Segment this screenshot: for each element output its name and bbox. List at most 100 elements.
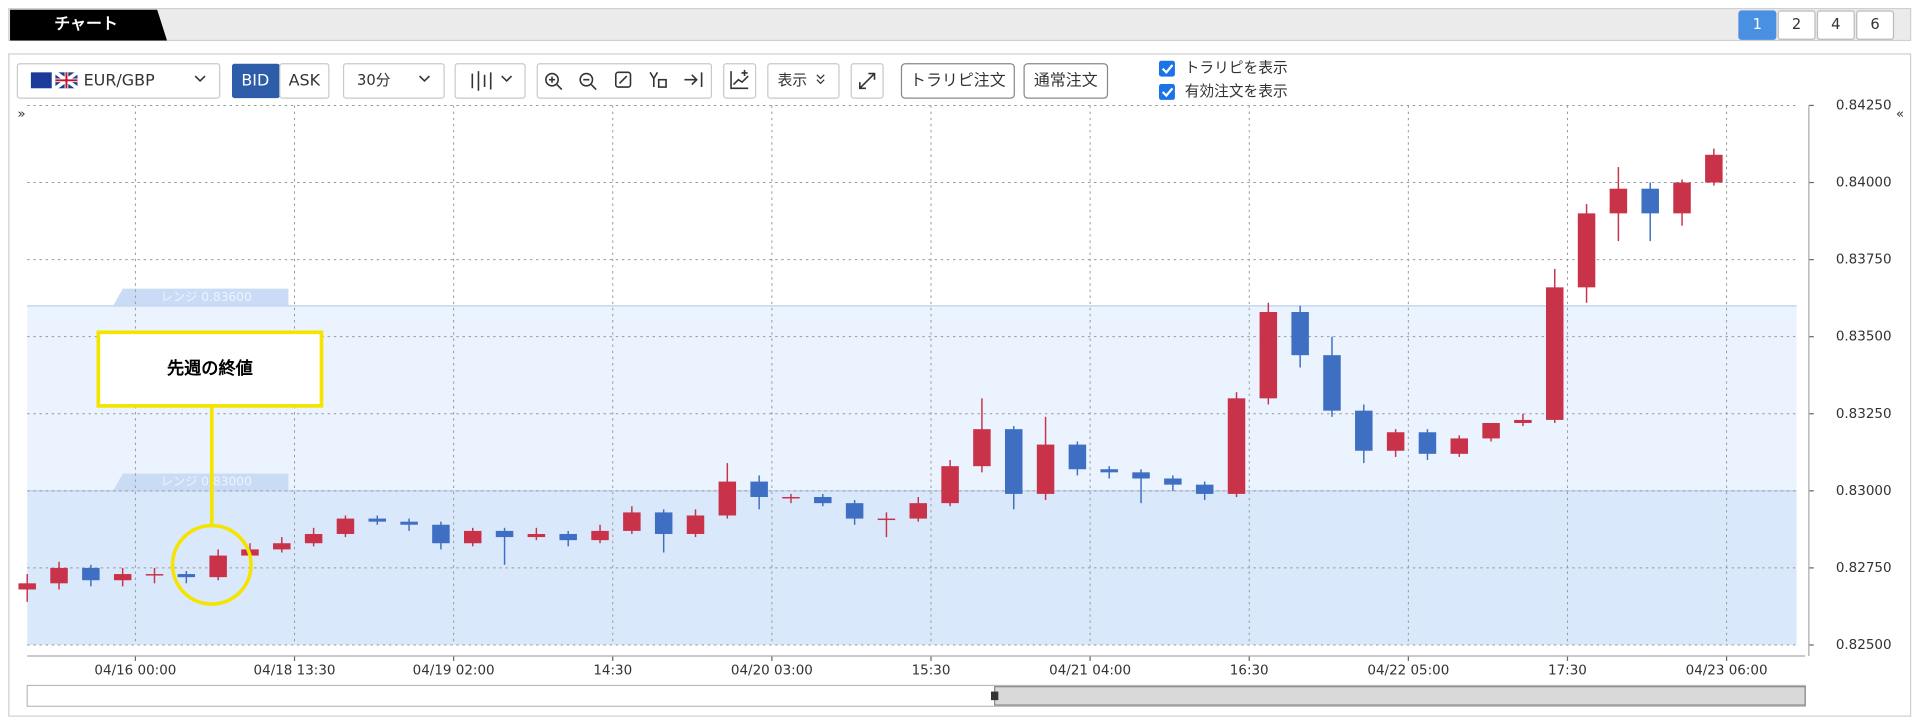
checkbox-label[interactable]: トラリピを表示	[1185, 60, 1288, 77]
checkbox[interactable]	[1158, 83, 1175, 100]
candle-body	[718, 481, 737, 516]
candle-body	[1514, 419, 1532, 424]
layout-button[interactable]	[1856, 10, 1895, 40]
x-tick-label: 15:30	[912, 663, 951, 679]
tab-label[interactable]: チャート	[54, 14, 118, 33]
to-latest[interactable]	[684, 72, 703, 88]
candle-body	[1164, 478, 1182, 485]
ask-button[interactable]	[279, 63, 330, 99]
candle-body	[145, 574, 164, 576]
candle-body	[18, 583, 36, 590]
zoom-in[interactable]	[545, 72, 563, 91]
candle-body	[1291, 312, 1309, 356]
layout-button[interactable]	[1816, 10, 1855, 40]
candle-body	[1068, 444, 1087, 470]
candle-body	[527, 533, 546, 538]
candle-body	[495, 530, 514, 538]
collapse-left[interactable]: »	[17, 106, 25, 122]
candle-body	[304, 533, 323, 544]
scroll-thumb[interactable]	[994, 686, 1806, 706]
candle-body	[1418, 432, 1437, 454]
candle-body	[273, 543, 291, 550]
x-tick-label: 04/21 04:00	[1049, 663, 1131, 679]
symbol[interactable]: EUR/GBP	[84, 70, 155, 89]
candle-body	[877, 518, 896, 521]
interval-select[interactable]	[342, 63, 445, 99]
range-tag	[113, 288, 289, 306]
y-scale[interactable]	[649, 71, 667, 88]
layout-button[interactable]	[1738, 10, 1777, 40]
zoom-out[interactable]	[579, 72, 597, 91]
y-tick-label: 0.84250	[1836, 97, 1892, 113]
y-tick-label: 0.83500	[1836, 329, 1892, 345]
fit[interactable]	[614, 71, 632, 88]
layout-label[interactable]: 1	[1753, 16, 1762, 33]
candle-body	[1673, 182, 1691, 214]
annotation-text: 先週の終値	[167, 358, 253, 379]
candle-body	[209, 555, 227, 578]
trap-order-button[interactable]	[900, 63, 1015, 99]
candle-body	[782, 496, 800, 499]
candle-body	[909, 503, 928, 519]
x-tick-label: 16:30	[1230, 663, 1269, 679]
candle-body	[50, 567, 68, 584]
candle-body	[845, 503, 864, 519]
candle-body	[1450, 438, 1469, 454]
checkbox-label[interactable]: 有効注文を表示	[1185, 83, 1288, 100]
y-tick-label: 0.83000	[1836, 483, 1892, 499]
x-tick-label: 04/23 06:00	[1686, 663, 1768, 679]
candle-body	[177, 574, 196, 578]
candle-body	[82, 567, 100, 581]
scroll-handle[interactable]	[990, 691, 999, 701]
candle-body	[400, 521, 418, 525]
candle-body	[1482, 423, 1500, 439]
range-label: レンジ 0.83000	[161, 475, 252, 489]
candle-body	[686, 515, 705, 534]
interval[interactable]: 30分	[357, 72, 391, 89]
candle-icon	[471, 71, 492, 91]
range-label: レンジ 0.83600	[161, 290, 252, 304]
layout-label[interactable]: 2	[1792, 16, 1801, 33]
candle-body	[1545, 287, 1564, 420]
tab[interactable]	[10, 9, 167, 41]
candle-body	[1227, 398, 1246, 494]
chevron	[501, 75, 513, 83]
x-tick-label: 04/16 00:00	[94, 663, 176, 679]
x-tick-label: 04/19 02:00	[413, 663, 495, 679]
expand-icon	[858, 72, 876, 90]
candle-body	[1577, 213, 1596, 288]
candle-body	[750, 481, 768, 497]
checkmark	[1161, 87, 1174, 98]
trap-order-label[interactable]: トラリピ注文	[910, 70, 1006, 89]
layout-label[interactable]: 4	[1831, 16, 1840, 33]
y-tick-label: 0.82750	[1836, 560, 1892, 576]
normal-order-button[interactable]	[1023, 63, 1109, 99]
candle-body	[623, 512, 641, 531]
checkbox[interactable]	[1158, 60, 1175, 77]
candle-body	[559, 533, 577, 541]
display-select[interactable]	[767, 63, 840, 99]
layout-button[interactable]	[1777, 10, 1816, 40]
chevron	[816, 74, 825, 85]
candle-body	[1195, 484, 1214, 494]
candle-body	[1355, 410, 1373, 451]
candle-body	[336, 518, 355, 534]
bid-button[interactable]	[231, 63, 280, 99]
checkmark	[1161, 64, 1174, 74]
ask-label[interactable]: ASK	[289, 70, 321, 89]
normal-order-label[interactable]: 通常注文	[1034, 70, 1098, 89]
annotation-box	[96, 330, 324, 408]
chevron	[194, 75, 206, 83]
y-tick-label: 0.83250	[1836, 406, 1892, 422]
candle-body	[591, 530, 609, 541]
tab-bar	[8, 7, 1912, 42]
y-tick-label: 0.83750	[1836, 252, 1892, 268]
candle-body	[973, 429, 991, 467]
bid-label[interactable]: BID	[241, 70, 269, 89]
collapse-right[interactable]: «	[1896, 106, 1904, 122]
display-label[interactable]: 表示	[778, 72, 807, 89]
layout-label[interactable]: 6	[1870, 16, 1879, 33]
candle-body	[814, 496, 832, 504]
x-tick-label: 04/18 13:30	[254, 663, 336, 679]
